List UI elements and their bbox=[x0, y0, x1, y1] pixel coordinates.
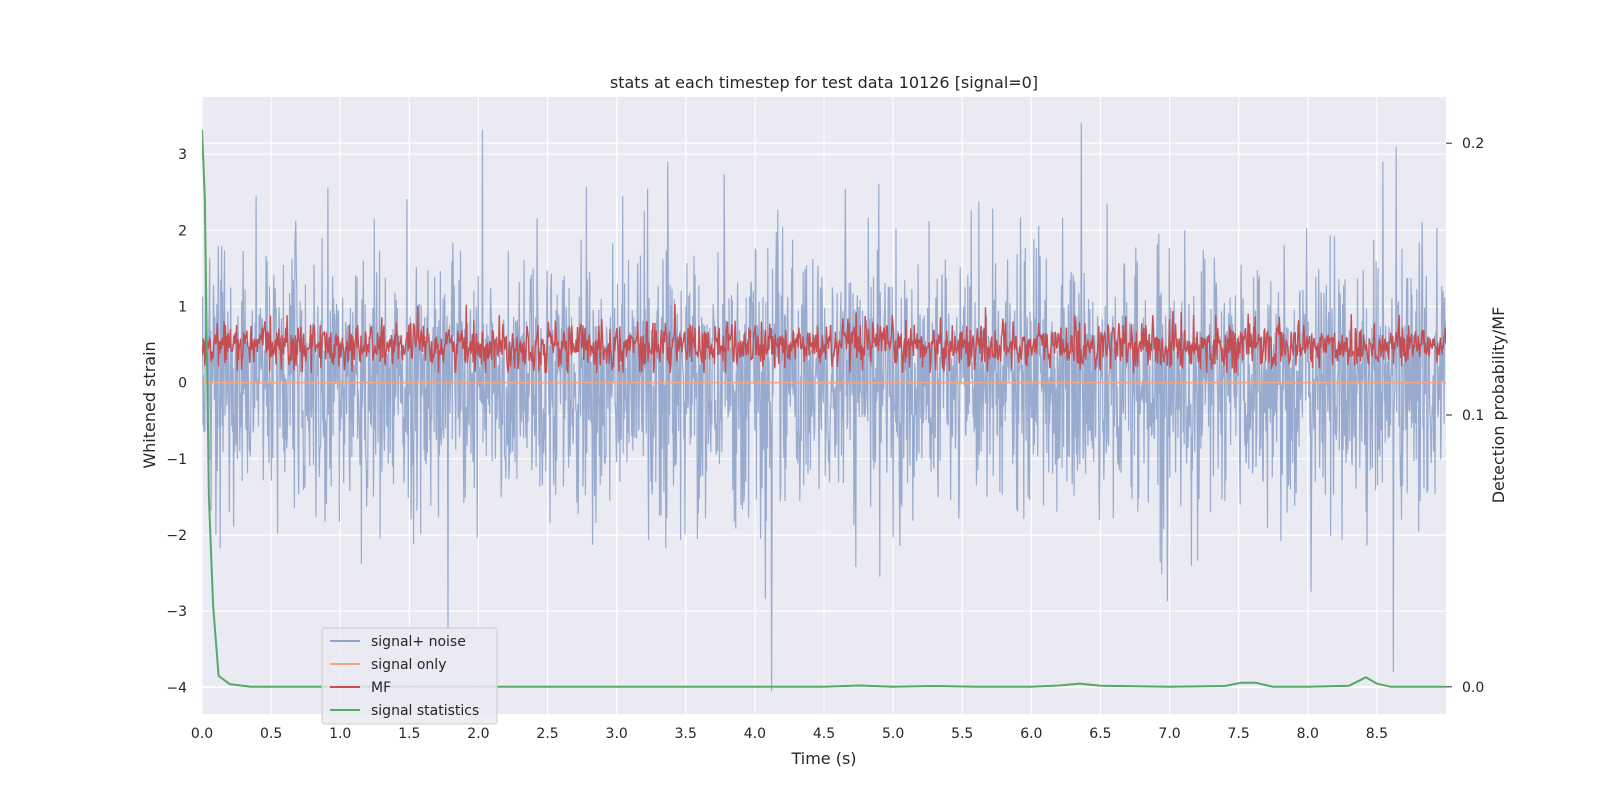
series-group bbox=[202, 122, 1446, 692]
y-tick-label: −4 bbox=[166, 680, 187, 696]
chart-title: stats at each timestep for test data 101… bbox=[610, 73, 1038, 92]
x-axis-label: Time (s) bbox=[790, 749, 856, 768]
legend-label-signal-only: signal only bbox=[371, 657, 446, 673]
y-tick-label: −3 bbox=[166, 604, 187, 620]
x-tick-label: 6.0 bbox=[1020, 726, 1042, 742]
x-tick-label: 1.0 bbox=[329, 726, 351, 742]
legend: signal+ noise signal only MF signal stat… bbox=[321, 627, 498, 725]
x-tick-label: 8.5 bbox=[1366, 726, 1388, 742]
mf-line bbox=[202, 304, 1446, 374]
signal-noise-line bbox=[202, 122, 1446, 692]
y-axis-ticks: 3 2 1 0 −1 −2 −3 −4 bbox=[166, 147, 187, 696]
x-tick-label: 7.5 bbox=[1228, 726, 1250, 742]
legend-label-signal-statistics: signal statistics bbox=[371, 703, 479, 719]
x-tick-label: 2.5 bbox=[536, 726, 558, 742]
y-tick-label: 3 bbox=[178, 147, 187, 163]
x-tick-label: 1.5 bbox=[398, 726, 420, 742]
legend-box bbox=[321, 627, 498, 725]
x-tick-label: 5.5 bbox=[951, 726, 973, 742]
series-layer bbox=[202, 122, 1446, 692]
y2-axis-ticks: 0.2 0.1 0.0 bbox=[1446, 136, 1484, 696]
x-tick-label: 7.0 bbox=[1158, 726, 1180, 742]
y-axis-label: Whitened strain bbox=[140, 341, 159, 468]
y2-tick-label: 0.1 bbox=[1462, 408, 1484, 424]
x-tick-label: 8.0 bbox=[1297, 726, 1319, 742]
x-tick-label: 3.0 bbox=[606, 726, 628, 742]
x-tick-label: 4.5 bbox=[813, 726, 835, 742]
signal-statistics-line bbox=[202, 129, 1446, 688]
y-tick-label: −1 bbox=[166, 452, 187, 468]
y2-tick-label: 0.2 bbox=[1462, 136, 1484, 152]
y2-axis-label: Detection probability/MF bbox=[1489, 307, 1508, 504]
x-tick-label: 6.5 bbox=[1089, 726, 1111, 742]
x-tick-label: 3.5 bbox=[675, 726, 697, 742]
legend-label-signal-noise: signal+ noise bbox=[371, 634, 466, 650]
x-tick-label: 0.5 bbox=[260, 726, 282, 742]
x-axis-ticks: 0.0 0.5 1.0 1.5 2.0 2.5 3.0 3.5 4.0 4.5 5.0 5.5 6.0 6… bbox=[191, 726, 1388, 742]
y-tick-label: −2 bbox=[166, 528, 187, 544]
y2-tick-label: 0.0 bbox=[1462, 680, 1484, 696]
x-tick-label: 5.0 bbox=[882, 726, 904, 742]
x-tick-label: 0.0 bbox=[191, 726, 213, 742]
y-tick-label: 2 bbox=[178, 223, 187, 239]
y-tick-label: 1 bbox=[178, 299, 187, 315]
x-tick-label: 4.0 bbox=[744, 726, 766, 742]
x-tick-label: 2.0 bbox=[467, 726, 489, 742]
legend-label-mf: MF bbox=[371, 680, 391, 696]
y-tick-label: 0 bbox=[178, 376, 187, 392]
